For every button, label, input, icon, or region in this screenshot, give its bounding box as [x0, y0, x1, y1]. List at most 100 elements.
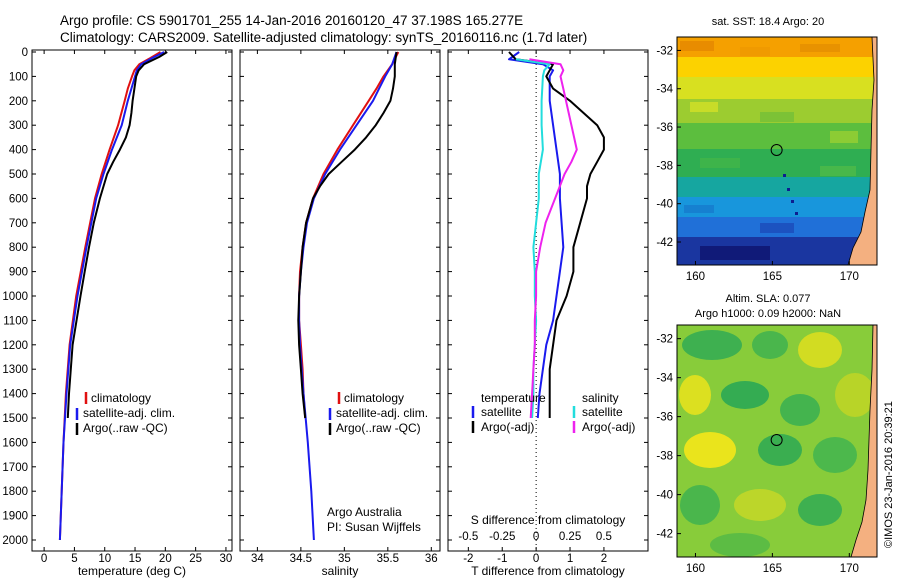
argo-position-marker [770, 144, 783, 157]
map-lon-label: 170 [840, 271, 859, 283]
legend-climatology-label: climatology [344, 391, 404, 405]
map-lon-label: 165 [763, 271, 782, 283]
depth-tick-label: 0 [22, 47, 28, 59]
depth-tick-label: 100 [9, 71, 28, 83]
depth-tick-label: 200 [9, 96, 28, 108]
imos-credit: ©IMOS 23-Jan-2016 20:39:21 [883, 401, 895, 548]
pi-label: PI: Susan Wijffels [327, 520, 421, 534]
t-argo-diff-line [508, 51, 605, 418]
argo-line [297, 51, 398, 419]
legend-s-argo-label: Argo(-adj) [582, 420, 635, 434]
sla-map-field [677, 325, 877, 557]
x-tick-label: 15 [129, 553, 142, 565]
depth-tick-label: 1800 [2, 486, 28, 498]
legend-salinity-title: salinity [582, 391, 619, 405]
x-tick-label: 35.5 [377, 553, 399, 565]
depth-tick-label: 800 [9, 242, 28, 254]
depth-tick-label: 900 [9, 267, 28, 279]
legend-argo-label: Argo(..raw -QC) [336, 421, 421, 435]
depth-tick-label: 1500 [2, 413, 28, 425]
depth-tick-label: 1400 [2, 389, 28, 401]
x-tick-label: 36 [425, 553, 438, 565]
depth-tick-label: 1300 [2, 364, 28, 376]
s-argo-diff-line [529, 58, 578, 419]
difference-lines [508, 51, 605, 419]
x-tick-label: 2 [601, 553, 607, 565]
s-tick-label: 0.25 [559, 531, 581, 543]
sst-map-field [677, 37, 877, 265]
map-lat-label: -42 [656, 237, 673, 249]
x-tick-label: 0 [533, 553, 539, 565]
map-lat-label: -36 [656, 122, 673, 134]
map-lat-label: -34 [656, 84, 673, 96]
x-tick-label: 25 [189, 553, 202, 565]
depth-tick-label: 1700 [2, 462, 28, 474]
salinity-legend: climatology satellite-adj. clim. Argo(..… [328, 391, 428, 435]
salinity-xlabel: salinity [322, 564, 359, 578]
legend-s-satellite-label: satellite [582, 405, 623, 419]
depth-tick-label: 700 [9, 218, 28, 230]
climatology-line [298, 51, 400, 419]
legend-temperature-title: temperature [481, 391, 546, 405]
sla-map-axes: 160 165 170 -32 -34 -36 -38 -40 -42 [656, 334, 859, 575]
x-tick-label: 34 [251, 553, 264, 565]
difference-panel [447, 49, 649, 552]
temperature-panel [31, 49, 233, 552]
x-tick-label: -1 [497, 553, 507, 565]
s-tick-label: 0 [533, 531, 539, 543]
depth-tick-label: 1100 [3, 315, 28, 327]
depth-tick-label: 600 [9, 193, 28, 205]
map-lon-label: 160 [686, 563, 705, 575]
sla-map-title-line1: Altim. SLA: 0.077 [726, 293, 811, 305]
map-lat-label: -38 [656, 160, 673, 172]
legend-argo-label: Argo(..raw -QC) [83, 421, 168, 435]
map-lon-label: 160 [686, 271, 705, 283]
x-tick-label: 35 [338, 553, 351, 565]
depth-tick-label: 1600 [2, 437, 28, 449]
depth-tick-label: 500 [9, 169, 28, 181]
legend-climatology-label: climatology [91, 391, 151, 405]
sla-map-frame [676, 324, 878, 558]
depth-tick-label: 1000 [2, 291, 28, 303]
map-lat-label: -34 [656, 373, 673, 385]
depth-tick-label: 1200 [2, 340, 28, 352]
map-lat-label: -40 [656, 490, 673, 502]
argo-position-marker [770, 433, 783, 446]
x-tick-label: 0 [41, 553, 47, 565]
map-lat-label: -32 [656, 334, 673, 346]
legend-t-argo-label: Argo(-adj) [481, 420, 534, 434]
s-tick-label: 0.5 [596, 531, 612, 543]
difference-legend: temperature salinity satellite Argo(-adj… [471, 391, 635, 434]
map-lat-label: -42 [656, 529, 673, 541]
satellite-adj-line [58, 51, 165, 541]
sst-map-frame [676, 36, 878, 266]
temperature-xlabel: temperature (deg C) [78, 564, 186, 578]
depth-tick-label: 1900 [2, 511, 28, 523]
x-tick-label: 10 [98, 553, 111, 565]
difference-x-axis: -2 -1 0 1 2 -0.5 -0.25 0 0.25 0.5 [458, 50, 612, 565]
sla-map-title-line2: Argo h1000: 0.09 h2000: NaN [695, 308, 841, 320]
map-lon-label: 165 [763, 563, 782, 575]
figure-title-line2: Climatology: CARS2009. Satellite-adjuste… [60, 30, 587, 45]
sst-map-axes: 160 165 170 -32 -34 -36 -38 -40 -42 [656, 45, 859, 283]
legend-t-satellite-label: satellite [481, 405, 522, 419]
depth-axis: 0 100 200 300 400 500 600 700 800 900 1000 1100 1200… [2, 47, 648, 547]
s-difference-xlabel: S difference from climatology [471, 513, 626, 527]
map-lon-label: 170 [840, 563, 859, 575]
t-satellite-diff-line [508, 51, 565, 419]
figure-title-line1: Argo profile: CS 5901701_255 14-Jan-2016… [60, 13, 523, 28]
x-tick-label: 20 [159, 553, 172, 565]
x-tick-label: 5 [71, 553, 77, 565]
map-lat-label: -36 [656, 412, 673, 424]
legend-satellite-label: satellite-adj. clim. [336, 406, 428, 420]
x-tick-label: 30 [220, 553, 233, 565]
t-difference-xlabel: T difference from climatology [471, 564, 625, 578]
x-tick-label: 1 [567, 553, 573, 565]
salinity-x-axis: 34 34.5 35 35.5 36 [251, 50, 438, 565]
s-tick-label: -0.25 [489, 531, 515, 543]
map-lat-label: -32 [656, 45, 673, 57]
satellite-adj-line [298, 51, 398, 541]
sst-map-title: sat. SST: 18.4 Argo: 20 [712, 16, 825, 28]
salinity-panel [239, 49, 441, 552]
